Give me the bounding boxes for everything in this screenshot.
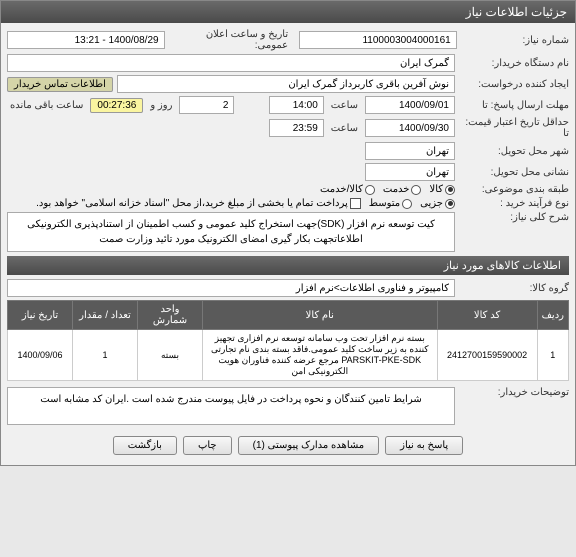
buyer-info-button[interactable]: اطلاعات تماس خریدار <box>7 77 113 92</box>
radio-medium[interactable]: متوسط <box>369 198 412 209</box>
radio-dot-icon <box>411 185 421 195</box>
remaining-label: ساعت باقی مانده <box>10 100 83 111</box>
radio-dot-icon <box>402 199 412 209</box>
cell-code: 2412700159590002 <box>437 330 537 381</box>
delivery-city-field: تهران <box>365 142 455 160</box>
radio-dot-icon <box>445 199 455 209</box>
th-row: ردیف <box>537 301 568 330</box>
group-field: کامپیوتر و فناوری اطلاعات>نرم افزار <box>7 279 455 297</box>
cell-date: 1400/09/06 <box>8 330 73 381</box>
delivery-city-label: شهر محل تحویل: <box>459 146 569 157</box>
days-label: روز و <box>150 100 172 111</box>
countdown-badge: 00:27:36 <box>90 98 143 113</box>
radio-dot-icon <box>365 185 375 195</box>
validity-label: حداقل تاریخ اعتبار قیمت: تا <box>459 117 569 139</box>
th-code: کد کالا <box>437 301 537 330</box>
need-desc-label: شرح کلی نیاز: <box>459 212 569 223</box>
radio-both[interactable]: کالا/خدمت <box>320 184 375 195</box>
announce-label: تاریخ و ساعت اعلان عمومی: <box>172 29 289 51</box>
radio-goods[interactable]: کالا <box>429 184 455 195</box>
purchase-type-label: نوع فرآیند خرید : <box>459 198 569 209</box>
requester-label: ایجاد کننده درخواست: <box>459 79 569 90</box>
org-label: نام دستگاه خریدار: <box>459 58 569 69</box>
th-name: نام کالا <box>203 301 438 330</box>
deadline-time-field: 14:00 <box>269 96 324 114</box>
group-label: گروه کالا: <box>459 283 569 294</box>
validity-date-field: 1400/09/30 <box>365 119 455 137</box>
radio-service[interactable]: خدمت <box>383 184 422 195</box>
respond-button[interactable]: پاسخ به نیاز <box>385 436 463 455</box>
back-button[interactable]: بازگشت <box>113 436 177 455</box>
radio-small[interactable]: جزیی <box>420 198 455 209</box>
need-desc-field: کیت توسعه نرم افزار (SDK)جهت استخراج کلی… <box>7 212 455 252</box>
window-title: جزئیات اطلاعات نیاز <box>466 5 567 19</box>
checkbox-icon <box>350 198 361 209</box>
th-qty: تعداد / مقدار <box>73 301 138 330</box>
validity-time-field: 23:59 <box>269 119 324 137</box>
need-no-label: شماره نیاز: <box>461 35 569 46</box>
content-area: شماره نیاز: 1100003004000161 تاریخ و ساع… <box>1 23 575 465</box>
cell-qty: 1 <box>73 330 138 381</box>
time-label-2: ساعت <box>331 123 358 134</box>
button-row: پاسخ به نیاز مشاهده مدارک پیوستی (1) چاپ… <box>7 428 569 459</box>
table-header-row: ردیف کد کالا نام کالا واحد شمارش تعداد /… <box>8 301 569 330</box>
deadline-label: مهلت ارسال پاسخ: تا <box>459 100 569 111</box>
announce-field: 1400/08/29 - 13:21 <box>7 31 165 49</box>
purchase-type-group: جزیی متوسط پرداخت تمام یا بخشی از مبلغ خ… <box>7 198 455 209</box>
buyer-notes-label: توضیحات خریدار: <box>459 387 569 398</box>
attachments-button[interactable]: مشاهده مدارک پیوستی (1) <box>238 436 380 455</box>
cell-name: بسته نرم افزار تحت وب سامانه توسعه نرم ا… <box>203 330 438 381</box>
window-titlebar: جزئیات اطلاعات نیاز <box>1 1 575 23</box>
cell-idx: 1 <box>537 330 568 381</box>
time-label-1: ساعت <box>331 100 358 111</box>
requester-field: نوش آفرین باقری کاربرداز گمرک ایران <box>117 75 455 93</box>
table-row: 1 2412700159590002 بسته نرم افزار تحت وب… <box>8 330 569 381</box>
radio-dot-icon <box>445 185 455 195</box>
checkbox-treasury[interactable]: پرداخت تمام یا بخشی از مبلغ خرید،از محل … <box>36 198 361 209</box>
buyer-notes-field: شرایط تامین کنندگان و نحوه پرداخت در فای… <box>7 387 455 425</box>
delivery-loc-field: تهران <box>365 163 455 181</box>
days-field: 2 <box>179 96 234 114</box>
th-date: تاریخ نیاز <box>8 301 73 330</box>
deadline-date-field: 1400/09/01 <box>365 96 455 114</box>
subject-type-label: طبقه بندی موضوعی: <box>459 184 569 195</box>
need-no-field: 1100003004000161 <box>299 31 457 49</box>
delivery-loc-label: نشانی محل تحویل: <box>459 167 569 178</box>
cell-unit: بسته <box>138 330 203 381</box>
details-window: جزئیات اطلاعات نیاز شماره نیاز: 11000030… <box>0 0 576 466</box>
org-field: گمرک ایران <box>7 54 455 72</box>
subject-type-group: کالا خدمت کالا/خدمت <box>7 184 455 195</box>
goods-table: ردیف کد کالا نام کالا واحد شمارش تعداد /… <box>7 300 569 381</box>
goods-section-header: اطلاعات کالاهای مورد نیاز <box>7 256 569 275</box>
th-unit: واحد شمارش <box>138 301 203 330</box>
print-button[interactable]: چاپ <box>183 436 232 455</box>
